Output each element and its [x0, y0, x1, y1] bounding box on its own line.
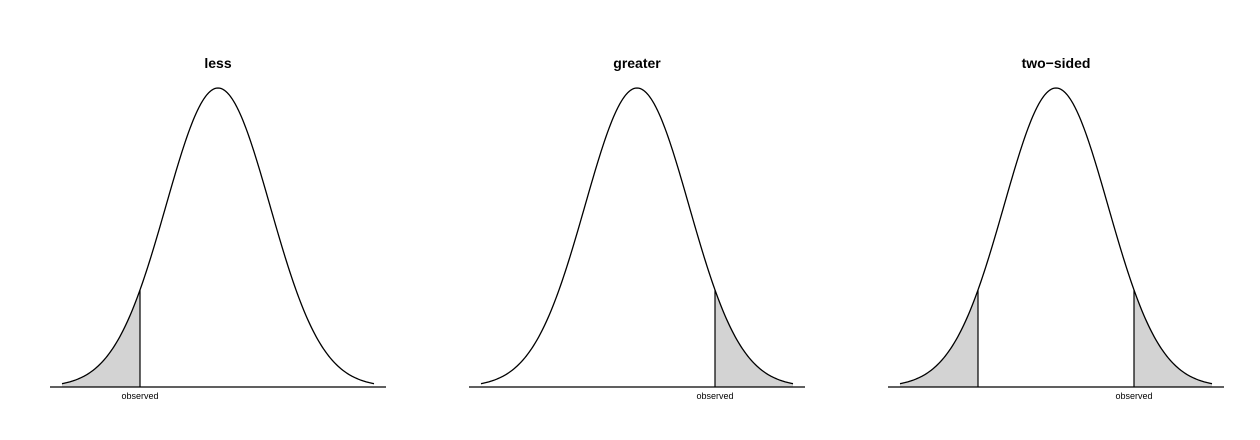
observed-label: observed	[121, 391, 158, 401]
panel-greater: greater observed	[469, 55, 805, 401]
panel-title: less	[204, 55, 231, 71]
observed-label: observed	[1115, 391, 1152, 401]
left-tail-area	[900, 289, 978, 387]
panel-title: greater	[613, 55, 661, 71]
right-tail-area	[1134, 289, 1212, 387]
density-curve	[480, 87, 794, 385]
panel-less: less observed	[50, 55, 386, 401]
left-tail-area	[62, 289, 140, 387]
panel-two-sided: two−sided observed	[888, 55, 1224, 401]
observed-label: observed	[696, 391, 733, 401]
panel-title: two−sided	[1022, 55, 1091, 71]
density-curve	[899, 87, 1213, 385]
right-tail-area	[715, 289, 793, 387]
density-curve	[61, 87, 375, 385]
